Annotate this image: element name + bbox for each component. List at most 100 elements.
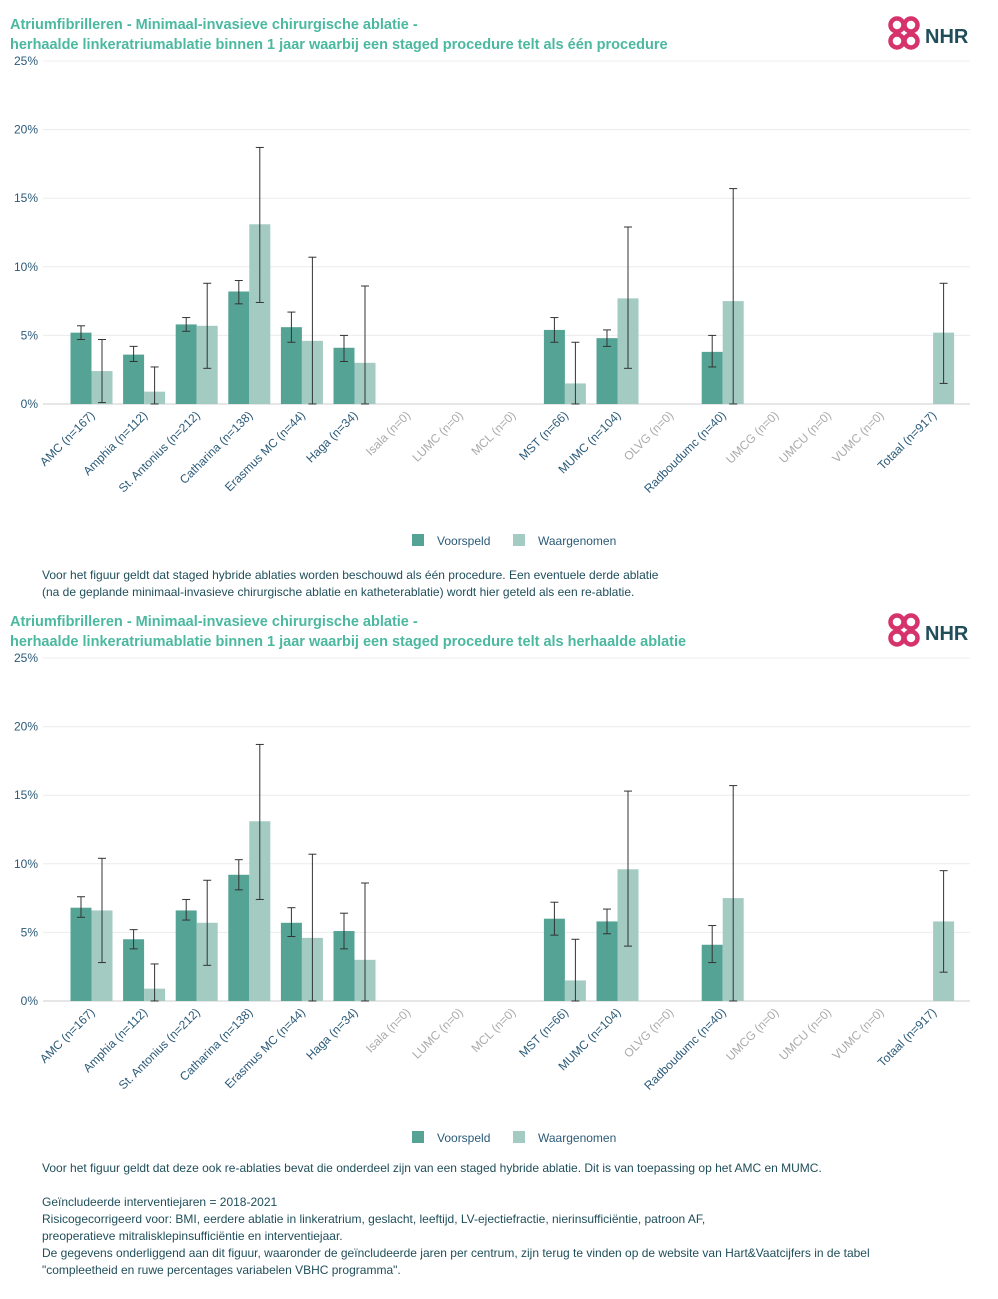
chart-note-1-line-1: Voor het figuur geldt dat staged hybride…	[42, 568, 659, 582]
bar-predicted	[543, 918, 565, 1001]
x-tick-label: Radboudumc (n=40)	[641, 1005, 728, 1092]
bar-predicted	[70, 907, 92, 1001]
error-bar	[361, 882, 369, 1002]
y-tick-label: 20%	[14, 123, 38, 137]
footer-notes: Geïncludeerde interventiejaren = 2018-20…	[42, 1194, 870, 1279]
chart-plot-1: 0%5%10%15%20%25%AMC (n=167)Amphia (n=112…	[14, 54, 970, 548]
error-bar	[708, 925, 717, 964]
y-tick-label: 10%	[14, 260, 38, 274]
x-tick-label: AMC (n=167)	[37, 1005, 98, 1066]
error-bar	[340, 912, 348, 950]
error-bar	[939, 870, 948, 973]
bar-observed	[354, 959, 376, 1001]
y-tick-label: 10%	[14, 857, 38, 871]
error-bar	[203, 879, 212, 966]
bar-observed	[933, 921, 955, 1001]
error-bar	[287, 311, 296, 343]
x-tick-label: MCL (n=0)	[469, 1005, 519, 1055]
error-bar	[77, 325, 85, 341]
nhr-logo: NHR	[888, 16, 969, 50]
chart-note-1-line-2: (na de geplande minimaal-invasieve chiru…	[42, 585, 635, 599]
bar-predicted	[543, 329, 565, 404]
error-bar	[939, 282, 948, 384]
error-bar	[98, 339, 106, 404]
footer-line-4: De gegevens onderliggend aan dit figuur,…	[42, 1246, 870, 1260]
x-tick-label: Haga (n=34)	[303, 1005, 360, 1062]
footer-line-1: Geïncludeerde interventiejaren = 2018-20…	[42, 1195, 278, 1209]
legend-label-predicted: Voorspeld	[437, 534, 490, 548]
x-tick-label: Isala (n=0)	[363, 408, 413, 458]
legend-label-observed: Waargenomen	[538, 534, 616, 548]
bar-predicted	[123, 939, 145, 1001]
nhr-logo-icon-2	[888, 613, 920, 647]
x-tick-label: Totaal (n=917)	[875, 1005, 939, 1069]
bar-observed	[91, 910, 113, 1001]
x-tick-label: VUMC (n=0)	[829, 1005, 886, 1062]
nhr-logo-2: NHR	[888, 613, 969, 647]
bar-predicted	[228, 291, 250, 404]
x-tick-label: Amphia (n=112)	[80, 1005, 150, 1075]
footer-line-5: "compleetheid en ruwe percentages variab…	[42, 1263, 401, 1277]
x-tick-label: UMCG (n=0)	[723, 1005, 781, 1063]
error-bar	[182, 317, 191, 332]
chart-note-2-line-1: Voor het figuur geldt dat deze ook re-ab…	[42, 1161, 822, 1175]
legend-swatch-observed	[513, 1131, 525, 1143]
error-bar	[624, 226, 632, 369]
error-bar	[129, 345, 138, 362]
error-bar	[340, 334, 348, 362]
bar-predicted	[175, 910, 197, 1001]
x-tick-label: UMCU (n=0)	[776, 1005, 834, 1063]
y-tick-label: 25%	[14, 651, 38, 665]
legend-swatch-predicted	[412, 1131, 424, 1143]
chart-title-1-line-2: herhaalde linkeratriumablatie binnen 1 j…	[10, 37, 668, 53]
bar-predicted	[123, 354, 145, 404]
bar-predicted	[701, 944, 723, 1001]
bar-observed	[196, 922, 218, 1001]
error-bar	[203, 282, 212, 369]
x-tick-label: Erasmus MC (n=44)	[222, 1005, 308, 1091]
x-tick-label: VUMC (n=0)	[829, 408, 886, 465]
nhr-logo-icon	[888, 16, 920, 50]
chart-title-1: Atriumfibrilleren - Minimaal-invasieve c…	[10, 15, 668, 55]
y-tick-label: 20%	[14, 720, 38, 734]
bar-predicted	[280, 327, 302, 404]
error-bar	[550, 901, 559, 936]
y-tick-label: 15%	[14, 191, 38, 205]
error-bar	[603, 908, 611, 935]
bar-predicted	[596, 921, 618, 1001]
y-tick-label: 25%	[14, 54, 38, 68]
bar-predicted	[175, 324, 197, 404]
footer-line-2: Risicogecorrigeerd voor: BMI, eerdere ab…	[42, 1212, 706, 1226]
bar-predicted	[280, 922, 302, 1001]
x-tick-label: LUMC (n=0)	[409, 1005, 465, 1061]
chart-title-1-line-1: Atriumfibrilleren - Minimaal-invasieve c…	[10, 17, 418, 33]
error-bar	[550, 317, 559, 343]
bar-observed	[722, 898, 744, 1001]
legend-swatch-predicted	[412, 534, 424, 546]
error-bar	[287, 907, 296, 938]
error-bar	[129, 929, 138, 950]
error-bar	[234, 280, 243, 305]
y-tick-label: 5%	[21, 328, 39, 342]
error-bar	[308, 853, 317, 1002]
bar-observed	[144, 988, 166, 1001]
bar-predicted	[701, 351, 723, 404]
x-tick-label: LUMC (n=0)	[409, 408, 465, 464]
bar-predicted	[333, 931, 355, 1001]
bar-observed	[301, 937, 323, 1001]
chart-title-2-line-2: herhaalde linkeratriumablatie binnen 1 j…	[10, 634, 687, 650]
error-bar	[361, 285, 369, 405]
x-tick-label: MCL (n=0)	[469, 408, 519, 458]
error-bar	[150, 963, 159, 1002]
nhr-logo-text-2: NHR	[925, 623, 969, 645]
error-bar	[308, 256, 317, 405]
x-tick-label: Isala (n=0)	[363, 1005, 413, 1055]
x-tick-label: MST (n=66)	[516, 408, 571, 463]
chart-title-2: Atriumfibrilleren - Minimaal-invasieve c…	[10, 612, 686, 652]
error-bar	[77, 896, 85, 918]
bar-predicted	[333, 347, 355, 404]
bar-predicted	[70, 332, 92, 404]
x-tick-label: MUMC (n=104)	[555, 1005, 623, 1073]
x-tick-label: UMCG (n=0)	[723, 408, 781, 466]
bar-observed	[249, 224, 271, 404]
